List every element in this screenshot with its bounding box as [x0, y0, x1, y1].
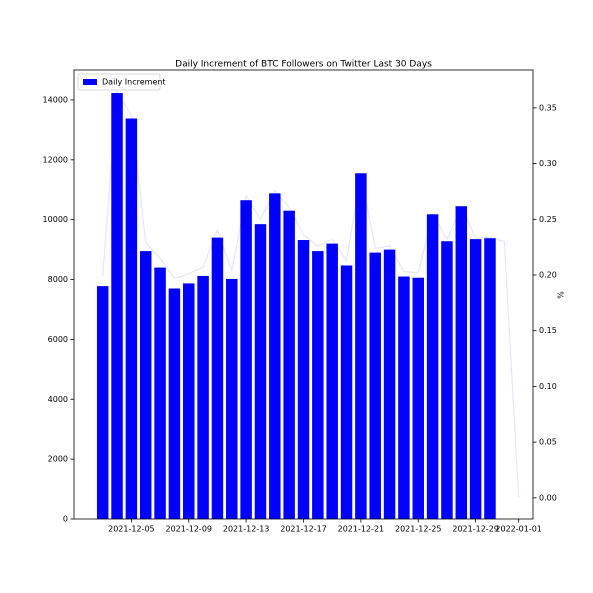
legend-swatch: [83, 79, 97, 85]
bar: [125, 118, 138, 519]
y-tick-label: 10000: [43, 215, 68, 224]
bar: [226, 278, 238, 519]
y2-tick-label: 0.00: [539, 493, 557, 502]
x-tick-label: 2021-12-09: [166, 525, 213, 534]
x-tick-label: 2021-12-25: [395, 525, 442, 534]
y2-tick-label: 0.25: [539, 215, 557, 224]
y-tick-label: 2000: [48, 455, 68, 464]
bar: [441, 241, 453, 519]
y2-tick-label: 0.20: [539, 271, 557, 280]
bar: [168, 288, 181, 519]
bar: [383, 249, 396, 519]
bar: [269, 193, 281, 520]
x-tick-label: 2021-12-21: [338, 525, 385, 534]
legend-box: [77, 73, 161, 91]
bar: [139, 251, 152, 519]
bar: [283, 210, 295, 520]
y-tick-label: 0: [63, 515, 68, 524]
legend-label: Daily Increment: [102, 78, 166, 87]
bar: [340, 265, 353, 519]
y2-tick-label: 0.05: [539, 438, 557, 447]
x-tick-label: 2022-01-01: [495, 525, 542, 534]
y2-tick-label: 0.35: [539, 103, 557, 112]
bar: [154, 267, 166, 519]
bar: [484, 238, 496, 519]
bar: [111, 93, 123, 519]
y-tick-label: 14000: [43, 95, 68, 104]
x-tick-label: 2021-12-29: [452, 525, 499, 534]
bar: [254, 224, 267, 519]
bar: [183, 283, 195, 519]
bar: [412, 277, 424, 519]
bar: [326, 243, 338, 519]
chart-title: Daily Increment of BTC Followers on Twit…: [175, 60, 432, 70]
y2-tick-label: 0.15: [539, 326, 557, 335]
bar: [211, 237, 224, 520]
line: [102, 89, 520, 498]
bar: [369, 252, 381, 520]
x-tick-label: 2021-12-13: [223, 525, 270, 534]
bar: [355, 173, 367, 519]
plot-frame: [73, 69, 534, 520]
bar: [197, 275, 209, 519]
y-tick-label: 8000: [48, 275, 68, 284]
bar: [426, 214, 439, 519]
x-tick-label: 2021-12-17: [280, 525, 327, 534]
y2-axis-label: %: [556, 291, 565, 299]
y-tick-label: 6000: [48, 335, 68, 344]
bar: [455, 206, 468, 520]
bar: [297, 240, 310, 519]
y2-tick-label: 0.10: [539, 382, 557, 391]
bar: [469, 239, 482, 519]
y-tick-label: 4000: [48, 395, 68, 404]
y-tick-label: 12000: [43, 155, 68, 164]
y2-tick-label: 0.30: [539, 159, 557, 168]
x-tick-label: 2021-12-05: [108, 525, 155, 534]
bar: [398, 276, 410, 519]
bar: [240, 200, 252, 519]
bar: [96, 286, 109, 519]
bar: [312, 251, 324, 519]
